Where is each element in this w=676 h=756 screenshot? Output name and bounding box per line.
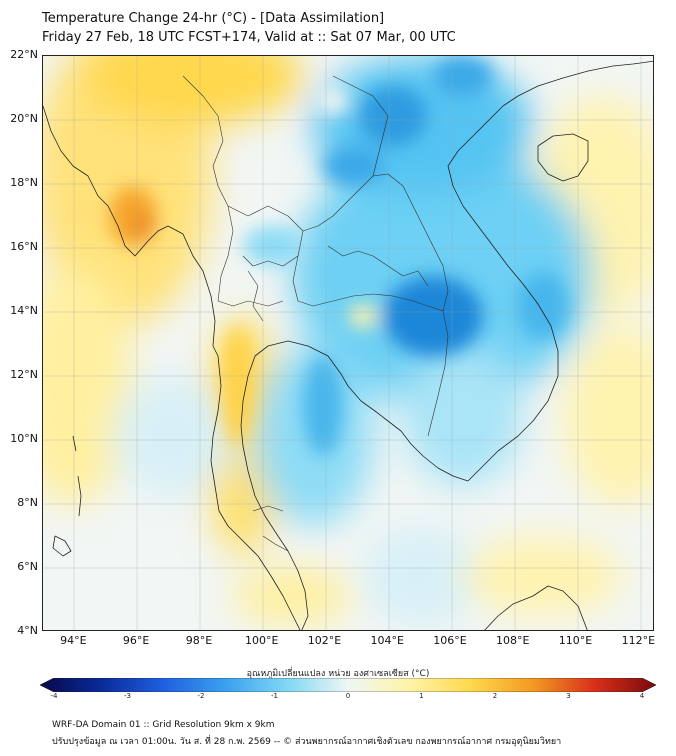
lat-label: 4°N — [17, 624, 38, 637]
coastlines — [43, 60, 653, 630]
lon-label: 110°E — [558, 634, 593, 647]
lat-label: 6°N — [17, 560, 38, 573]
colorbar-title: อุณหภูมิเปลี่ยนแปลง หน่วย องศาเซลเซียส (… — [246, 669, 430, 679]
coastline-mainland — [43, 105, 301, 630]
map-canvas — [43, 56, 653, 630]
graticule — [43, 56, 653, 630]
field-broad — [43, 56, 653, 626]
colorbar-tick-label: 0 — [345, 692, 351, 700]
lat-label: 16°N — [10, 240, 38, 253]
lon-label: 112°E — [621, 634, 656, 647]
coastline-borneo — [484, 585, 588, 630]
borders — [182, 75, 449, 552]
colorbar-tick-label: 1 — [419, 692, 424, 700]
lat-label: 8°N — [17, 496, 38, 509]
colorbar-bar — [40, 678, 656, 692]
lon-label: 106°E — [433, 634, 467, 647]
colorbar-tick-label: 4 — [639, 692, 645, 700]
colorbar — [40, 678, 656, 692]
coastline-andaman — [72, 435, 82, 517]
colorbar-tick-label: -3 — [124, 692, 131, 700]
colorbar-tick-label: -4 — [50, 692, 58, 700]
lon-label: 100°E — [244, 634, 279, 647]
lon-label: 104°E — [370, 634, 404, 647]
lat-label: 18°N — [10, 176, 38, 189]
colorbar-tick-label: -1 — [271, 692, 278, 700]
temperature-change-map — [42, 55, 654, 631]
coastline-island — [52, 535, 72, 557]
lat-label: 14°N — [10, 304, 38, 317]
lat-label: 20°N — [10, 112, 38, 125]
coastline-hainan — [537, 133, 589, 182]
lon-label: 96°E — [122, 634, 150, 647]
lon-label: 102°E — [307, 634, 342, 647]
lat-label: 10°N — [10, 432, 38, 445]
map-title: Temperature Change 24-hr (°C) - [Data As… — [42, 11, 385, 26]
lon-label: 98°E — [185, 634, 213, 647]
coastline-vietnam — [447, 60, 653, 482]
lon-label: 94°E — [60, 634, 87, 647]
colorbar-tick-label: 3 — [566, 692, 571, 700]
footer-model-info: WRF-DA Domain 01 :: Grid Resolution 9km … — [52, 720, 275, 730]
map-subtitle: Friday 27 Feb, 18 UTC FCST+174, Valid at… — [42, 30, 456, 45]
lat-label: 12°N — [10, 368, 38, 381]
coastline-gulf — [240, 340, 469, 630]
lon-label: 108°E — [496, 634, 530, 647]
colorbar-tick-label: -2 — [197, 692, 205, 700]
footer-update-info: ปรับปรุงข้อมูล ณ เวลา 01:00น. วัน ส. ที่… — [52, 737, 562, 747]
field-detail — [109, 56, 569, 456]
colorbar-tick-label: 2 — [492, 692, 498, 700]
lat-label: 22°N — [10, 48, 38, 61]
